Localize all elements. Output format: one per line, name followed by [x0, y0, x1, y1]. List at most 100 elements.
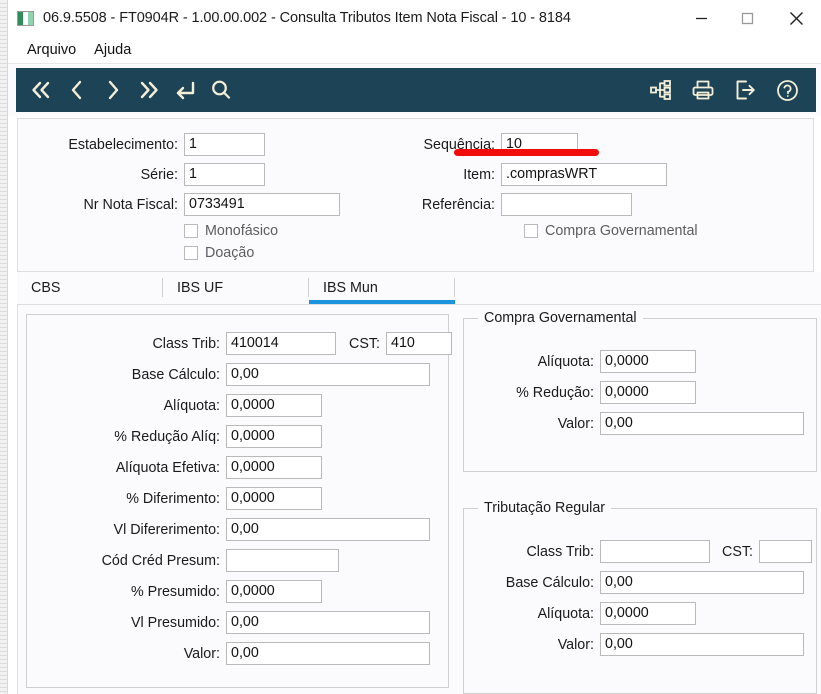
tab-cbs[interactable]: CBS: [17, 272, 163, 304]
next-record-icon[interactable]: [96, 73, 130, 107]
input-cst[interactable]: 410: [386, 332, 452, 355]
field-label-aliquota: Alíquota:: [163, 397, 220, 414]
field-nr-nota-fiscal: Nr Nota Fiscal: 0733491: [18, 193, 340, 216]
input-cg-valor[interactable]: 0,00: [600, 412, 804, 435]
input-cg-aliquota[interactable]: 0,0000: [600, 350, 696, 373]
title-bar: 06.9.5508 - FT0904R - 1.00.00.002 - Cons…: [8, 0, 821, 36]
field-cg-valor: Valor: 0,00: [464, 412, 804, 435]
field-referencia: Referência:: [398, 193, 632, 216]
field-label-tr-aliquota: Alíquota:: [537, 605, 594, 622]
field-label-tr-valor: Valor:: [557, 636, 594, 653]
tab-ibs-mun[interactable]: IBS Mun: [309, 272, 455, 304]
group-legend-tributacao-regular: Tributação Regular: [478, 500, 612, 516]
input-cg-percent-reducao[interactable]: 0,0000: [600, 381, 696, 404]
red-annotation-underline: [454, 149, 599, 156]
field-tr-base-calculo: Base Cálculo: 0,00: [464, 571, 804, 594]
field-label-cg-aliquota: Alíquota:: [537, 353, 594, 370]
input-nr-nota-fiscal[interactable]: 0733491: [184, 193, 340, 216]
input-tr-valor[interactable]: 0,00: [600, 633, 804, 656]
menu-bar: Arquivo Ajuda: [8, 36, 821, 64]
previous-record-icon[interactable]: [60, 73, 94, 107]
maximize-button[interactable]: [724, 0, 770, 36]
input-percent-presumido[interactable]: 0,0000: [226, 580, 322, 603]
group-legend-compra-governamental: Compra Governamental: [478, 310, 643, 326]
tab-bar: CBS IBS UF IBS Mun: [17, 272, 821, 305]
hierarchy-icon[interactable]: [644, 73, 678, 107]
field-label-percent-reducao-aliq: % Redução Alíq:: [114, 428, 220, 445]
input-base-calculo[interactable]: 0,00: [226, 363, 430, 386]
help-icon[interactable]: [770, 73, 804, 107]
tab-separator: [454, 278, 455, 297]
first-record-icon[interactable]: [24, 73, 58, 107]
field-label-cg-percent-reducao: % Redução:: [516, 384, 594, 401]
field-cod-cred-presum: Cód Créd Presum:: [27, 549, 339, 572]
field-aliquota-efetiva: Alíquota Efetiva: 0,0000: [27, 456, 322, 479]
input-cod-cred-presum[interactable]: [226, 549, 339, 572]
field-label-aliquota-efetiva: Alíquota Efetiva:: [115, 459, 220, 476]
window-controls: [678, 0, 821, 36]
toolbar-container: [8, 64, 821, 116]
field-vl-presumido: Vl Presumido: 0,00: [27, 611, 430, 634]
field-label-item: Item:: [463, 166, 495, 183]
field-percent-presumido: % Presumido: 0,0000: [27, 580, 322, 603]
enter-icon[interactable]: [168, 73, 202, 107]
input-percent-reducao-aliq[interactable]: 0,0000: [226, 425, 322, 448]
input-tr-cst[interactable]: [759, 540, 812, 563]
checkbox-doacao[interactable]: Doação: [184, 245, 254, 261]
field-label-vl-presumido: Vl Presumido:: [131, 614, 220, 631]
checkbox-box-doacao[interactable]: [184, 246, 198, 260]
field-aliquota: Alíquota: 0,0000: [27, 394, 322, 417]
menu-item-arquivo[interactable]: Arquivo: [27, 41, 77, 58]
input-aliquota[interactable]: 0,0000: [226, 394, 322, 417]
checkbox-box-monofasico[interactable]: [184, 224, 198, 238]
field-cg-percent-reducao: % Redução: 0,0000: [464, 381, 696, 404]
input-tr-aliquota[interactable]: 0,0000: [600, 602, 696, 625]
compra-governamental-group: Compra Governamental Alíquota: 0,0000 % …: [463, 310, 817, 472]
input-estabelecimento[interactable]: 1: [184, 133, 265, 156]
field-label-tr-base-calculo: Base Cálculo:: [505, 574, 594, 591]
input-tr-base-calculo[interactable]: 0,00: [600, 571, 804, 594]
input-valor[interactable]: 0,00: [226, 642, 430, 665]
input-serie[interactable]: 1: [184, 163, 265, 186]
field-class-trib: Class Trib: 410014: [27, 332, 336, 355]
field-percent-diferimento: % Diferimento: 0,0000: [27, 487, 322, 510]
checkbox-label-compra-governamental: Compra Governamental: [545, 223, 698, 239]
field-label-vl-diferimento: Vl Difererimento:: [113, 521, 220, 538]
field-label-cst: CST:: [349, 335, 380, 352]
application-icon: [17, 10, 34, 26]
toolbar-actions-group: [644, 73, 804, 107]
field-label-percent-presumido: % Presumido:: [131, 583, 220, 600]
last-record-icon[interactable]: [132, 73, 166, 107]
input-vl-presumido[interactable]: 0,00: [226, 611, 430, 634]
input-aliquota-efetiva[interactable]: 0,0000: [226, 456, 322, 479]
checkbox-monofasico[interactable]: Monofásico: [184, 223, 278, 239]
field-label-cod-cred-presum: Cód Créd Presum:: [101, 552, 220, 569]
input-class-trib[interactable]: 410014: [226, 332, 336, 355]
field-tr-class-trib: Class Trib:: [464, 540, 710, 563]
printer-icon[interactable]: [686, 73, 720, 107]
tab-content-ibs-mun: Class Trib: 410014 CST: 410 Base Cálculo…: [17, 305, 821, 694]
tab-label-ibs-mun: IBS Mun: [323, 280, 378, 296]
input-vl-diferimento[interactable]: 0,00: [226, 518, 430, 541]
input-tr-class-trib[interactable]: [600, 540, 710, 563]
input-percent-diferimento[interactable]: 0,0000: [226, 487, 322, 510]
close-button[interactable]: [770, 0, 821, 36]
checkbox-compra-governamental[interactable]: Compra Governamental: [524, 223, 698, 239]
toolbar: [16, 68, 816, 112]
search-icon[interactable]: [204, 73, 238, 107]
input-referencia[interactable]: [501, 193, 632, 216]
main-window: 06.9.5508 - FT0904R - 1.00.00.002 - Cons…: [7, 0, 821, 694]
field-cg-aliquota: Alíquota: 0,0000: [464, 350, 696, 373]
tab-label-cbs: CBS: [31, 280, 61, 296]
field-label-estabelecimento: Estabelecimento:: [68, 136, 178, 153]
tributacao-regular-group: Tributação Regular Class Trib: CST: Base…: [463, 500, 817, 694]
tab-separator: [162, 278, 163, 297]
tab-ibs-uf[interactable]: IBS UF: [163, 272, 309, 304]
checkbox-box-compra-governamental[interactable]: [524, 224, 538, 238]
field-vl-diferimento: Vl Difererimento: 0,00: [27, 518, 430, 541]
input-item[interactable]: .comprasWRT: [501, 163, 667, 186]
menu-item-ajuda[interactable]: Ajuda: [94, 41, 132, 58]
minimize-button[interactable]: [678, 0, 724, 36]
exit-icon[interactable]: [728, 73, 762, 107]
